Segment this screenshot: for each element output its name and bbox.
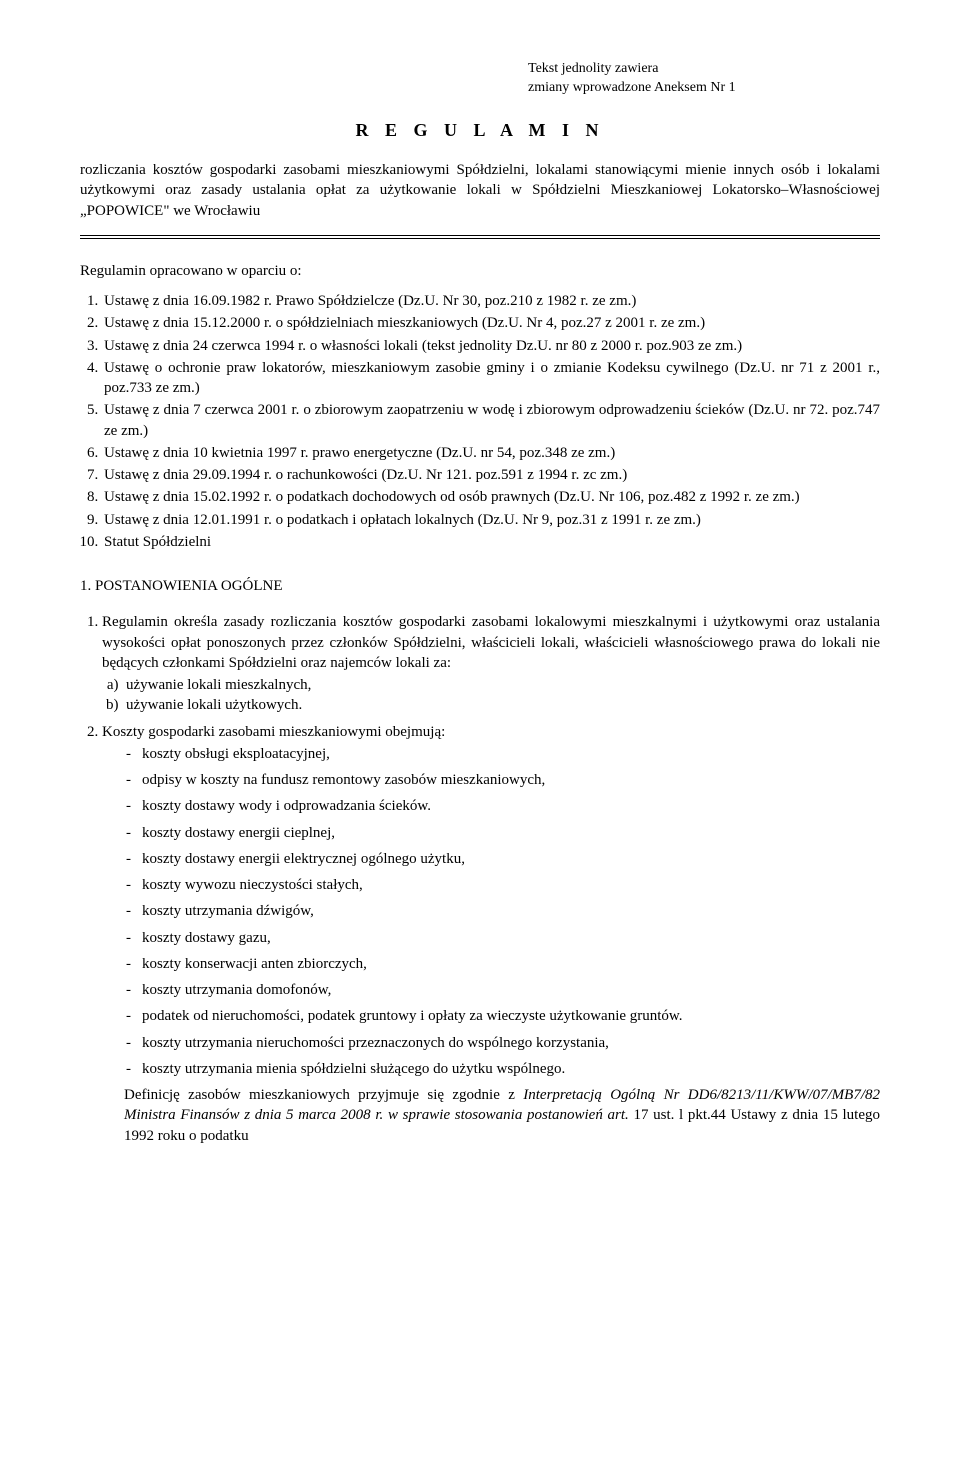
cost-item: odpisy w koszty na fundusz remontowy zas… <box>126 770 880 790</box>
cost-item: koszty obsługi eksploatacyjnej, <box>126 744 880 764</box>
basis-item: Ustawę z dnia 10 kwietnia 1997 r. prawo … <box>102 443 880 463</box>
basis-item: Ustawę z dnia 16.09.1982 r. Prawo Spółdz… <box>102 291 880 311</box>
provision-2-trailing: Definicję zasobów mieszkaniowych przyjmu… <box>124 1085 880 1146</box>
header-line-2: zmiany wprowadzone Aneksem Nr 1 <box>528 80 736 95</box>
provision-item: Regulamin określa zasady rozliczania kos… <box>102 612 880 715</box>
cost-item: koszty dostawy energii cieplnej, <box>126 823 880 843</box>
cost-item: koszty dostawy wody i odprowadzania ście… <box>126 796 880 816</box>
provision-2-sublist: koszty obsługi eksploatacyjnej, odpisy w… <box>102 744 880 1079</box>
provision-1-sublist: używanie lokali mieszkalnych, używanie l… <box>102 675 880 716</box>
section-heading: 1. POSTANOWIENIA OGÓLNE <box>80 576 880 596</box>
section-number: 1. <box>80 578 91 594</box>
cost-item: koszty utrzymania nieruchomości przeznac… <box>126 1033 880 1053</box>
basis-item: Ustawę z dnia 24 czerwca 1994 r. o własn… <box>102 336 880 356</box>
cost-item: koszty konserwacji anten zbiorczych, <box>126 954 880 974</box>
provisions-list: Regulamin określa zasady rozliczania kos… <box>80 612 880 1146</box>
cost-item: koszty utrzymania domofonów, <box>126 980 880 1000</box>
cost-item: podatek od nieruchomości, podatek grunto… <box>126 1006 880 1026</box>
provision-1-lead: Regulamin określa zasady rozliczania kos… <box>102 612 880 673</box>
provision-item: Koszty gospodarki zasobami mieszkaniowym… <box>102 722 880 1146</box>
basis-item: Ustawę z dnia 12.01.1991 r. o podatkach … <box>102 510 880 530</box>
intro-paragraph: rozliczania kosztów gospodarki zasobami … <box>80 160 880 221</box>
cost-item: koszty utrzymania mienia spółdzielni słu… <box>126 1059 880 1079</box>
provision-1-sub-b: używanie lokali użytkowych. <box>126 695 880 715</box>
cost-item: koszty utrzymania dźwigów, <box>126 901 880 921</box>
cost-item: koszty wywozu nieczystości stałych, <box>126 875 880 895</box>
header-note: Tekst jednolity zawiera zmiany wprowadzo… <box>528 60 880 98</box>
header-line-1: Tekst jednolity zawiera <box>528 61 658 76</box>
basis-item: Ustawę o ochronie praw lokatorów, mieszk… <box>102 358 880 399</box>
basis-list: Ustawę z dnia 16.09.1982 r. Prawo Spółdz… <box>80 291 880 552</box>
cost-item: koszty dostawy energii elektrycznej ogól… <box>126 849 880 869</box>
basis-item: Ustawę z dnia 29.09.1994 r. o rachunkowo… <box>102 465 880 485</box>
basis-lead: Regulamin opracowano w oparciu o: <box>80 261 880 281</box>
basis-item: Statut Spółdzielni <box>102 532 880 552</box>
basis-item: Ustawę z dnia 15.12.2000 r. o spółdzieln… <box>102 313 880 333</box>
provision-1-sub-a: używanie lokali mieszkalnych, <box>126 675 880 695</box>
trailing-part1: Definicję zasobów mieszkaniowych przyjmu… <box>124 1087 523 1103</box>
document-title: R E G U L A M I N <box>80 118 880 142</box>
basis-item: Ustawę z dnia 15.02.1992 r. o podatkach … <box>102 487 880 507</box>
section-title: POSTANOWIENIA OGÓLNE <box>95 578 283 594</box>
provision-2-lead: Koszty gospodarki zasobami mieszkaniowym… <box>102 724 445 740</box>
basis-item: Ustawę z dnia 7 czerwca 2001 r. o zbioro… <box>102 400 880 441</box>
cost-item: koszty dostawy gazu, <box>126 928 880 948</box>
divider <box>80 235 880 239</box>
